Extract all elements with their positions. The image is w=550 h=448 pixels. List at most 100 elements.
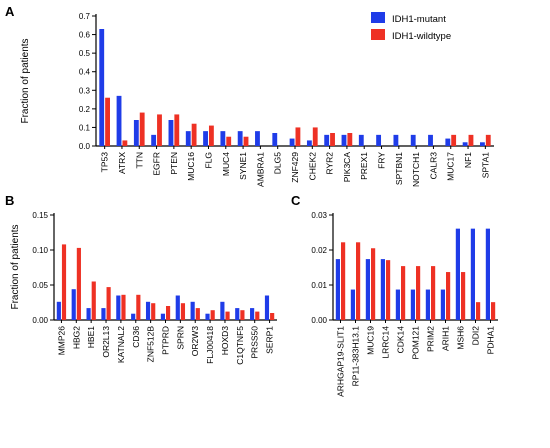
panel-c-bar-mutant xyxy=(380,259,385,320)
panel-b-bar-wildtype xyxy=(270,313,275,320)
legend-swatch-mutant xyxy=(371,12,385,23)
legend-label-mutant: IDH1-mutant xyxy=(392,14,446,25)
panel-c-bar-wildtype xyxy=(371,248,376,320)
panel-c-category-label: PRIM2 xyxy=(426,326,436,352)
panel-b-bar-wildtype xyxy=(180,303,186,320)
panel-a-y-tick-label: 0.6 xyxy=(79,31,91,40)
panel-b-y-tick-label: 0.15 xyxy=(32,211,48,220)
panel-c-category-label: MSH6 xyxy=(456,326,466,350)
legend-label-wildtype: IDH1-wildtype xyxy=(392,31,451,42)
panel-c-bar-mutant xyxy=(365,259,370,320)
panel-a-bar-wildtype xyxy=(226,136,232,146)
panel-a-bar-wildtype xyxy=(295,127,301,146)
panel-c-bar-wildtype xyxy=(356,242,361,320)
panel-b-bar-mutant xyxy=(86,308,91,320)
panel-c-bar-mutant xyxy=(470,228,475,320)
panel-c-bar-wildtype xyxy=(401,266,406,320)
panel-b-bar-mutant xyxy=(101,308,106,320)
panel-a-bar-wildtype xyxy=(468,134,474,146)
panel-a-y-tick-label: 0.2 xyxy=(79,105,91,114)
panel-a-y-tick-label: 0.5 xyxy=(79,49,91,58)
panel-c-bar-mutant xyxy=(410,289,415,320)
panel-a-bar-mutant xyxy=(255,131,260,146)
panel-a-category-label: NF1 xyxy=(463,152,473,168)
panel-b-bar-mutant xyxy=(56,301,61,320)
panel-a-bar-mutant xyxy=(324,134,330,146)
panel-a-bar-wildtype xyxy=(485,134,491,146)
panel-a-bar-wildtype xyxy=(105,97,110,146)
panel-c-y-tick-label: 0.00 xyxy=(311,316,327,325)
panel-c-bar-wildtype xyxy=(431,266,436,320)
panel-c-bar-mutant xyxy=(455,228,460,320)
panel-a-bar-wildtype xyxy=(347,133,353,146)
panel-a-bar-wildtype xyxy=(312,127,318,146)
panel-b-bar-mutant xyxy=(131,313,136,320)
panel-b-category-label: CD36 xyxy=(131,326,141,348)
panel-b-bar-wildtype xyxy=(225,311,230,320)
panel-a-bar-wildtype xyxy=(122,140,128,146)
panel-c-bar-mutant xyxy=(485,228,490,320)
panel-b-bar-wildtype xyxy=(61,244,67,320)
panel-a-bar-mutant xyxy=(237,131,243,146)
panel-a-bar-mutant xyxy=(272,133,278,146)
panel-a-y-tick-label: 0.3 xyxy=(79,86,91,95)
panel-b-bar-wildtype xyxy=(106,287,111,320)
panel-b-bar-wildtype xyxy=(76,247,81,320)
panel-b-bar-wildtype xyxy=(151,303,156,320)
panel-b-bar-wildtype xyxy=(255,311,260,320)
panel-a-category-label: SPTBN1 xyxy=(394,152,404,185)
panel-a-category-label: ZNF429 xyxy=(290,152,300,183)
panel-b-bar-mutant xyxy=(220,301,225,320)
panel-a-bar-mutant xyxy=(133,120,139,146)
panel-c-category-label: PDHA1 xyxy=(486,326,496,355)
panel-a-bar-wildtype xyxy=(208,125,214,146)
panel-b-letter: B xyxy=(5,193,14,208)
panel-c-bar-wildtype xyxy=(491,302,496,320)
panel-c-category-label: DDI2 xyxy=(471,326,481,346)
panel-a-category-label: AMBRA1 xyxy=(255,152,265,187)
panel-a-bar-mutant xyxy=(480,142,485,146)
panel-a-y-tick-label: 0.7 xyxy=(79,12,91,21)
panel-a-bar-mutant xyxy=(376,134,382,146)
panel-a-bar-wildtype xyxy=(330,133,335,146)
panel-c-bar-mutant xyxy=(395,289,400,320)
panel-a-category-label: DLG5 xyxy=(273,152,283,174)
panel-b-bar-wildtype xyxy=(121,294,126,320)
panel-a-bar-mutant xyxy=(393,134,399,146)
panel-b-bar-wildtype xyxy=(210,310,215,320)
panel-a-bar-mutant xyxy=(358,134,364,146)
panel-b-bar-wildtype xyxy=(195,308,200,320)
panel-a-bar-mutant xyxy=(410,134,416,146)
panel-a-y-tick-label: 0.1 xyxy=(79,123,91,132)
panel-a-category-label: TTN xyxy=(134,152,144,169)
panel-b-bar-mutant xyxy=(145,301,151,320)
panel-a-category-label: SPTA1 xyxy=(480,152,490,179)
panel-a-category-label: SYNE1 xyxy=(238,152,248,180)
panel-a-category-label: MUC17 xyxy=(446,152,456,181)
panel-c-bar-wildtype xyxy=(446,272,451,320)
panel-b-bar-wildtype xyxy=(136,294,141,320)
panel-b-bar-mutant xyxy=(205,313,210,320)
panel-b-y-tick-label: 0.10 xyxy=(32,246,48,255)
panel-b-category-label: PRSS50 xyxy=(250,326,260,359)
panel-c-category-label: MUC19 xyxy=(366,326,376,355)
panel-a-category-label: RYR2 xyxy=(325,152,335,175)
panel-a-bar-mutant xyxy=(289,138,295,146)
panel-a-bar-mutant xyxy=(462,142,468,146)
panel-b-category-label: C1QTNF5 xyxy=(235,326,245,365)
panel-a-bar-wildtype xyxy=(157,114,162,146)
panel-a-bar-wildtype xyxy=(174,114,180,146)
panel-a-bar-mutant xyxy=(428,134,433,146)
panel-a-category-label: CHEK2 xyxy=(307,152,317,181)
panel-a-letter: A xyxy=(5,4,15,19)
panel-a-bar-wildtype xyxy=(191,123,197,146)
panel-c-y-tick-label: 0.03 xyxy=(311,211,327,220)
panel-c-y-tick-label: 0.01 xyxy=(311,281,327,290)
panel-c-y-tick-label: 0.02 xyxy=(311,246,327,255)
panel-c-bar-wildtype xyxy=(386,260,391,320)
panel-b-bar-wildtype xyxy=(91,281,96,320)
panel-a-y-tick-label: 0.4 xyxy=(79,68,91,77)
panel-b-bar-mutant xyxy=(190,301,195,320)
panel-a-bar-mutant xyxy=(185,131,191,146)
